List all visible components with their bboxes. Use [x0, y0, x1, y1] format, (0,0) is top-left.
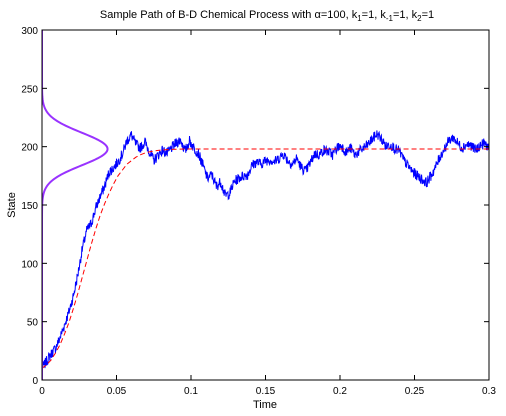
x-tick-label: 0.05	[107, 386, 127, 397]
y-axis-ticks: 0 50 100 150 200 250 300	[21, 26, 489, 387]
sample-path-line	[42, 130, 489, 370]
x-axis-label: Time	[253, 399, 277, 411]
y-axis-label: State	[6, 192, 18, 218]
x-tick-label: 0.1	[184, 386, 198, 397]
title-text: =1, k	[362, 9, 387, 21]
x-tick-label: 0.3	[482, 386, 496, 397]
y-tick-label: 50	[27, 318, 39, 329]
x-tick-label: 0.25	[405, 386, 425, 397]
title-text: =1	[422, 9, 435, 21]
y-tick-label: 150	[21, 201, 38, 212]
mean-curve-line	[42, 148, 489, 369]
x-tick-label: 0	[39, 386, 45, 397]
title-subscript: 2	[417, 14, 422, 23]
x-tick-label: 0.2	[333, 386, 347, 397]
x-tick-label: 0.15	[256, 386, 276, 397]
y-tick-label: 200	[21, 143, 38, 154]
y-tick-label: 250	[21, 84, 38, 95]
title-subscript: -1	[386, 14, 394, 23]
title-subscript: 1	[357, 14, 362, 23]
y-tick-label: 0	[32, 376, 38, 387]
x-axis-ticks: 0 0.05 0.1 0.15 0.2 0.25 0.3	[39, 30, 496, 397]
title-text: Sample Path of B-D Chemical Process with…	[100, 9, 358, 21]
chart-title: Sample Path of B-D Chemical Process with…	[100, 9, 434, 23]
y-tick-label: 100	[21, 259, 38, 270]
y-tick-label: 300	[21, 26, 38, 37]
title-text: =1, k	[393, 9, 418, 21]
